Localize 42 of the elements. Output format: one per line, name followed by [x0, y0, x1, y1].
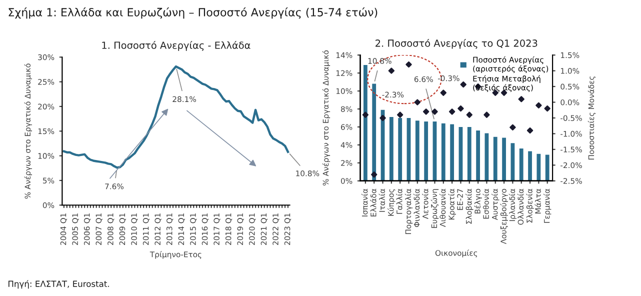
- point: [518, 96, 524, 102]
- bar: [476, 130, 480, 181]
- point: [406, 61, 412, 68]
- point: [371, 171, 378, 178]
- bar: [484, 133, 489, 181]
- bar: [398, 118, 402, 181]
- chart-title: 1. Ποσοστό Ανεργίας - Ελλάδα: [102, 41, 250, 51]
- point: [388, 68, 395, 74]
- bar: [545, 154, 550, 181]
- point: [526, 127, 534, 134]
- bar: [372, 84, 376, 181]
- bar: [389, 117, 394, 181]
- bar: [528, 151, 532, 181]
- point: [432, 108, 438, 115]
- point: [380, 114, 386, 122]
- point: [396, 112, 404, 118]
- point: [422, 108, 430, 115]
- point: [362, 112, 369, 118]
- bar: [467, 126, 472, 181]
- line-series: [62, 65, 290, 169]
- point: [440, 90, 446, 96]
- bar: [510, 143, 515, 181]
- bar: [502, 138, 506, 181]
- point: [414, 99, 421, 106]
- bar: [363, 64, 368, 181]
- point: [484, 112, 490, 118]
- text: Σχήμα 1: Ελλάδα και Ευρωζώνη – Ποσοστό Ανεργίας (15-74 ετών): [8, 7, 378, 19]
- bar: [519, 148, 524, 181]
- bar: [424, 122, 428, 181]
- point: [448, 108, 456, 115]
- bar: [441, 123, 446, 181]
- point: [458, 105, 464, 112]
- chart-title: 2. Ποσοστό Ανεργίας το Q1 2023: [376, 38, 538, 49]
- bar: [450, 124, 454, 181]
- text: Πηγή: ΕΛΣΤΑΤ, Eurostat.: [8, 280, 109, 289]
- bar: [493, 136, 498, 181]
- point: [510, 124, 516, 130]
- bar: [536, 154, 541, 181]
- point: [466, 112, 472, 118]
- bar: [415, 120, 420, 181]
- point: [536, 102, 542, 108]
- point: [544, 105, 550, 112]
